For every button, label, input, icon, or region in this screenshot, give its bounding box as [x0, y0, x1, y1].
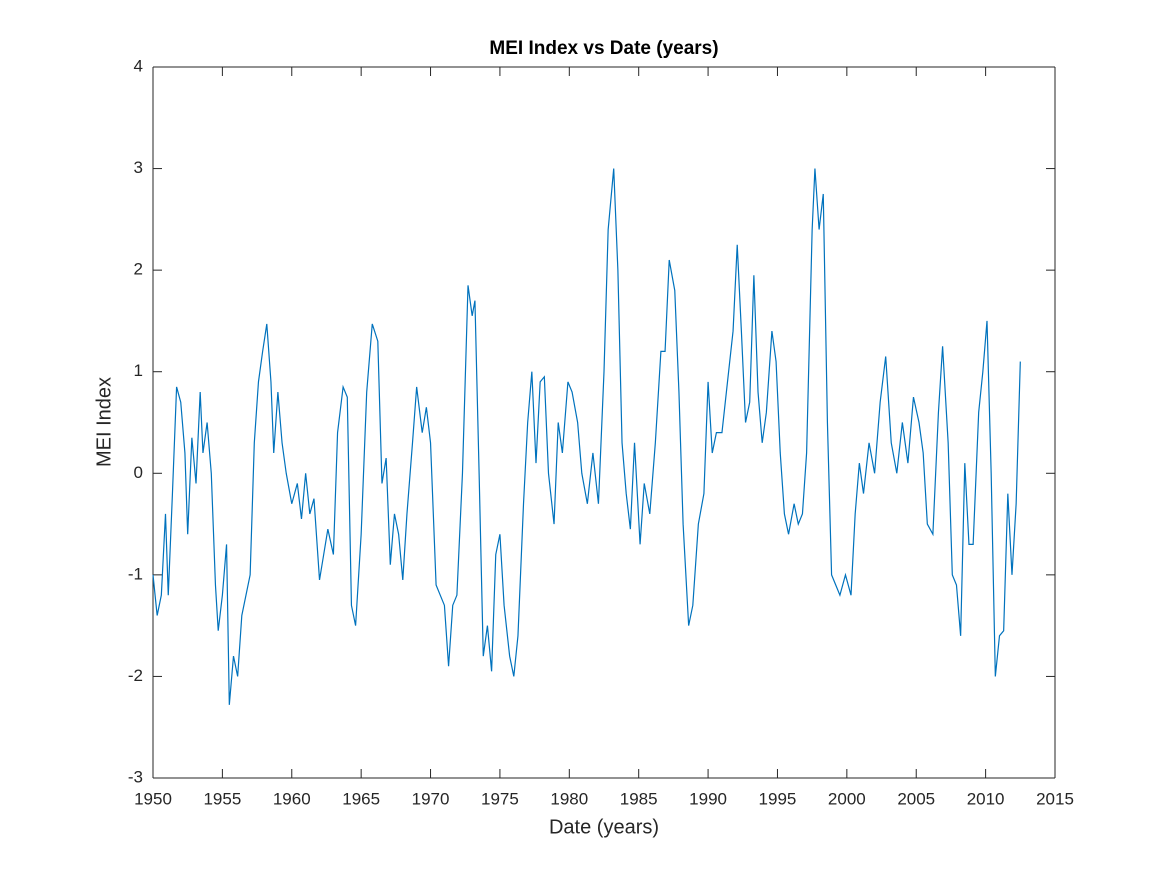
y-tick-label: 3	[134, 158, 143, 177]
x-tick-label: 1990	[689, 789, 727, 808]
x-tick-label: 1955	[203, 789, 241, 808]
x-tick-label: 2005	[897, 789, 935, 808]
x-tick-label: 1985	[620, 789, 658, 808]
x-tick-label: 1970	[412, 789, 450, 808]
y-tick-label: -3	[128, 767, 143, 786]
y-tick-label: -2	[128, 666, 143, 685]
x-tick-label: 1975	[481, 789, 519, 808]
x-tick-label: 2015	[1036, 789, 1074, 808]
y-axis-label: MEI Index	[93, 377, 115, 467]
y-tick-label: -1	[128, 564, 143, 583]
x-tick-label: 2000	[828, 789, 866, 808]
x-tick-label: 2010	[967, 789, 1005, 808]
x-tick-label: 1980	[550, 789, 588, 808]
x-tick-label: 1995	[759, 789, 797, 808]
y-tick-label: 4	[134, 56, 143, 75]
y-tick-label: 1	[134, 361, 143, 380]
x-tick-label: 1950	[134, 789, 172, 808]
x-tick-label: 1960	[273, 789, 311, 808]
chart-title: MEI Index vs Date (years)	[489, 38, 718, 59]
y-tick-label: 0	[134, 463, 143, 482]
y-tick-label: 2	[134, 260, 143, 279]
data-line	[152, 168, 1021, 705]
x-tick-label: 1965	[342, 789, 380, 808]
x-axis-label: Date (years)	[549, 816, 659, 838]
